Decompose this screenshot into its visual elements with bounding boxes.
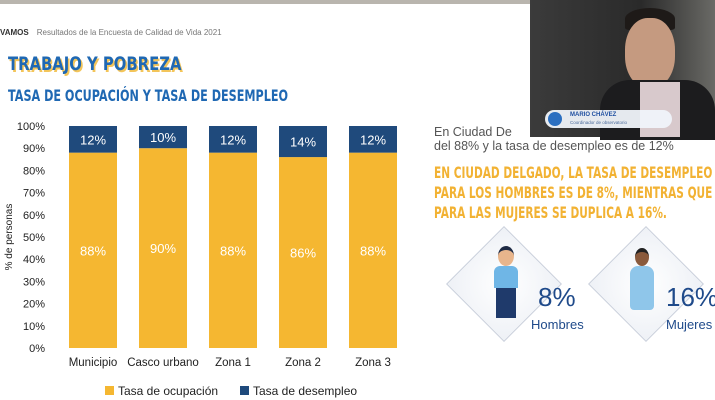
stacked-bar-chart: 0% 10% 20% 30% 40% 50% 60% 70% 80% 90% 100% % de pe… (4, 121, 397, 398)
data-label: 10% (150, 130, 176, 145)
highlight-line: PARA LOS HOMBRES ES DE 8%, MIENTRAS QUE (434, 183, 713, 202)
presenter-role: Coordinador de observatorio (570, 120, 628, 125)
x-tick-label: Municipio (69, 357, 118, 369)
data-label: 12% (360, 132, 386, 147)
brand: VAMOS (0, 28, 29, 37)
x-tick-label: Zona 2 (285, 357, 321, 369)
bar-segment (279, 157, 327, 348)
top-bar (0, 0, 715, 4)
data-label: 90% (150, 241, 176, 256)
man-icon (494, 246, 518, 318)
header: VAMOS Resultados de la Encuesta de Calida… (0, 28, 222, 37)
woman-icon (630, 248, 654, 310)
women-label: Mujeres (666, 317, 713, 332)
legend-swatch (240, 386, 249, 395)
body-text-2: del 88% y la tasa de desempleo es de 12% (434, 139, 674, 153)
x-tick-label: Zona 3 (355, 357, 391, 369)
data-label: 14% (290, 135, 316, 150)
data-label: 88% (360, 243, 386, 258)
bar-segment (139, 148, 187, 348)
y-tick-label: 60% (23, 210, 45, 222)
y-axis-label: % de personas (4, 204, 15, 271)
y-tick-label: 40% (23, 254, 45, 266)
y-tick-label: 100% (17, 121, 45, 133)
y-tick-label: 70% (23, 188, 45, 200)
bar-segment (349, 126, 397, 153)
data-label: 12% (220, 132, 246, 147)
x-tick-label: Casco urbano (127, 357, 199, 369)
x-tick-label: Zona 1 (215, 357, 251, 369)
legend-swatch (105, 386, 114, 395)
bar-segment (279, 126, 327, 158)
bar-segment (349, 152, 397, 348)
y-tick-label: 20% (23, 299, 45, 311)
presenter-name: MARIO CHÁVEZ (570, 112, 617, 118)
y-tick-label: 0% (29, 343, 45, 355)
men-value: 8% (538, 282, 576, 312)
highlight-line: EN CIUDAD DELGADO, LA TASA DE DESEMPLEO (434, 163, 713, 182)
legend-label: Tasa de desempleo (253, 384, 357, 398)
bar-segment (69, 126, 117, 153)
highlight-text: EN CIUDAD DELGADO, LA TASA DE DESEMPLEO … (434, 163, 712, 223)
org-logo (548, 112, 562, 126)
name-tag: MARIO CHÁVEZ Coordinador de observatorio (545, 110, 672, 128)
presenter-face (625, 18, 675, 88)
y-tick-label: 80% (23, 165, 45, 177)
slide-title: TRABAJO Y POBREZA (8, 53, 182, 75)
men-label: Hombres (531, 317, 584, 332)
slide-subtitle: TASA DE OCUPACIÓN Y TASA DE DESEMPLEO (8, 86, 289, 105)
data-label: 86% (290, 246, 316, 261)
women-value: 16% (666, 282, 715, 312)
y-tick-label: 90% (23, 143, 45, 155)
data-label: 88% (80, 243, 106, 258)
y-tick-label: 10% (23, 321, 45, 333)
bar-segment (209, 152, 257, 348)
y-tick-label: 30% (23, 276, 45, 288)
y-tick-label: 50% (23, 232, 45, 244)
header-subtitle: Resultados de la Encuesta de Calidad de … (36, 28, 222, 37)
bar-segment (69, 152, 117, 348)
data-label: 12% (80, 132, 106, 147)
bar-segment (209, 126, 257, 153)
legend-label: Tasa de ocupación (118, 384, 218, 398)
bar-segment (139, 126, 187, 149)
data-label: 88% (220, 243, 246, 258)
body-text-1: En Ciudad De (434, 125, 512, 139)
highlight-line: PARA LAS MUJERES SE DUPLICA A 16%. (434, 203, 667, 222)
